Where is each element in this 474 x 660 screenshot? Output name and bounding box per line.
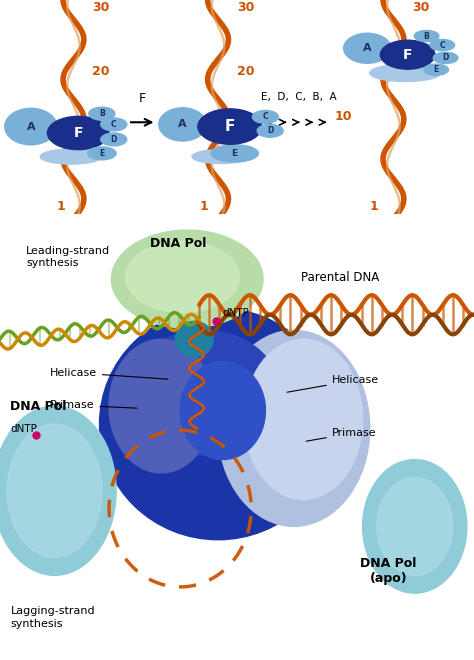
Ellipse shape xyxy=(218,330,370,527)
Ellipse shape xyxy=(244,339,363,500)
Text: B: B xyxy=(424,32,429,40)
Text: E: E xyxy=(99,149,105,158)
Text: A: A xyxy=(27,121,35,131)
Text: 30: 30 xyxy=(412,1,430,14)
Ellipse shape xyxy=(175,321,213,357)
Ellipse shape xyxy=(100,118,127,131)
Text: E,  D,  C,  B,  A: E, D, C, B, A xyxy=(261,92,337,102)
Text: 1: 1 xyxy=(370,200,378,213)
Ellipse shape xyxy=(192,150,249,164)
Ellipse shape xyxy=(47,116,109,150)
Text: Lagging-strand
synthesis: Lagging-strand synthesis xyxy=(10,607,95,629)
Text: E: E xyxy=(433,65,439,74)
Ellipse shape xyxy=(430,40,455,51)
Ellipse shape xyxy=(40,149,102,164)
Ellipse shape xyxy=(433,52,458,63)
Text: A: A xyxy=(178,119,187,129)
Ellipse shape xyxy=(424,64,448,75)
Ellipse shape xyxy=(370,64,441,81)
Ellipse shape xyxy=(380,40,435,69)
Text: 20: 20 xyxy=(237,65,255,78)
Text: F: F xyxy=(225,119,235,134)
Ellipse shape xyxy=(180,362,265,459)
Ellipse shape xyxy=(414,30,439,42)
Text: F: F xyxy=(138,92,146,105)
Ellipse shape xyxy=(109,339,213,473)
Text: DNA Pol: DNA Pol xyxy=(150,237,206,250)
Ellipse shape xyxy=(89,107,115,120)
Text: C: C xyxy=(439,40,445,50)
Text: Primase: Primase xyxy=(50,400,137,410)
Text: 30: 30 xyxy=(237,1,255,14)
Text: Helicase: Helicase xyxy=(287,376,379,392)
Text: DNA Pol: DNA Pol xyxy=(10,399,67,412)
Text: Leading-strand
synthesis: Leading-strand synthesis xyxy=(26,246,110,268)
Ellipse shape xyxy=(363,459,467,593)
Ellipse shape xyxy=(344,33,391,63)
Text: Primase: Primase xyxy=(306,428,376,442)
Text: dNTP: dNTP xyxy=(10,424,37,434)
Ellipse shape xyxy=(198,109,262,145)
Ellipse shape xyxy=(126,241,239,313)
Ellipse shape xyxy=(7,424,102,558)
Text: 1: 1 xyxy=(199,200,208,213)
Ellipse shape xyxy=(257,124,283,137)
Text: D: D xyxy=(267,126,273,135)
Text: F: F xyxy=(73,126,83,140)
Ellipse shape xyxy=(100,133,127,146)
Text: 30: 30 xyxy=(92,1,110,14)
Text: C: C xyxy=(111,120,117,129)
Ellipse shape xyxy=(211,145,258,162)
Text: 10: 10 xyxy=(334,110,352,123)
Text: dNTP: dNTP xyxy=(223,308,250,318)
Text: 20: 20 xyxy=(92,65,110,78)
Text: DNA Pol
(apo): DNA Pol (apo) xyxy=(361,557,417,585)
Text: 1: 1 xyxy=(57,200,65,213)
Text: Parental DNA: Parental DNA xyxy=(301,271,379,284)
Text: A: A xyxy=(363,44,372,53)
Text: C: C xyxy=(263,112,268,121)
Ellipse shape xyxy=(5,108,57,145)
Ellipse shape xyxy=(100,308,337,540)
Ellipse shape xyxy=(111,230,263,328)
Ellipse shape xyxy=(0,406,116,576)
Ellipse shape xyxy=(88,147,116,160)
Ellipse shape xyxy=(377,477,453,576)
Ellipse shape xyxy=(128,330,280,455)
Ellipse shape xyxy=(252,110,279,123)
Text: Helicase: Helicase xyxy=(50,368,168,379)
Text: B: B xyxy=(99,109,105,118)
Text: E: E xyxy=(232,149,237,158)
Text: D: D xyxy=(442,53,449,63)
Ellipse shape xyxy=(159,108,206,141)
Text: D: D xyxy=(110,135,117,144)
Text: F: F xyxy=(403,48,412,61)
